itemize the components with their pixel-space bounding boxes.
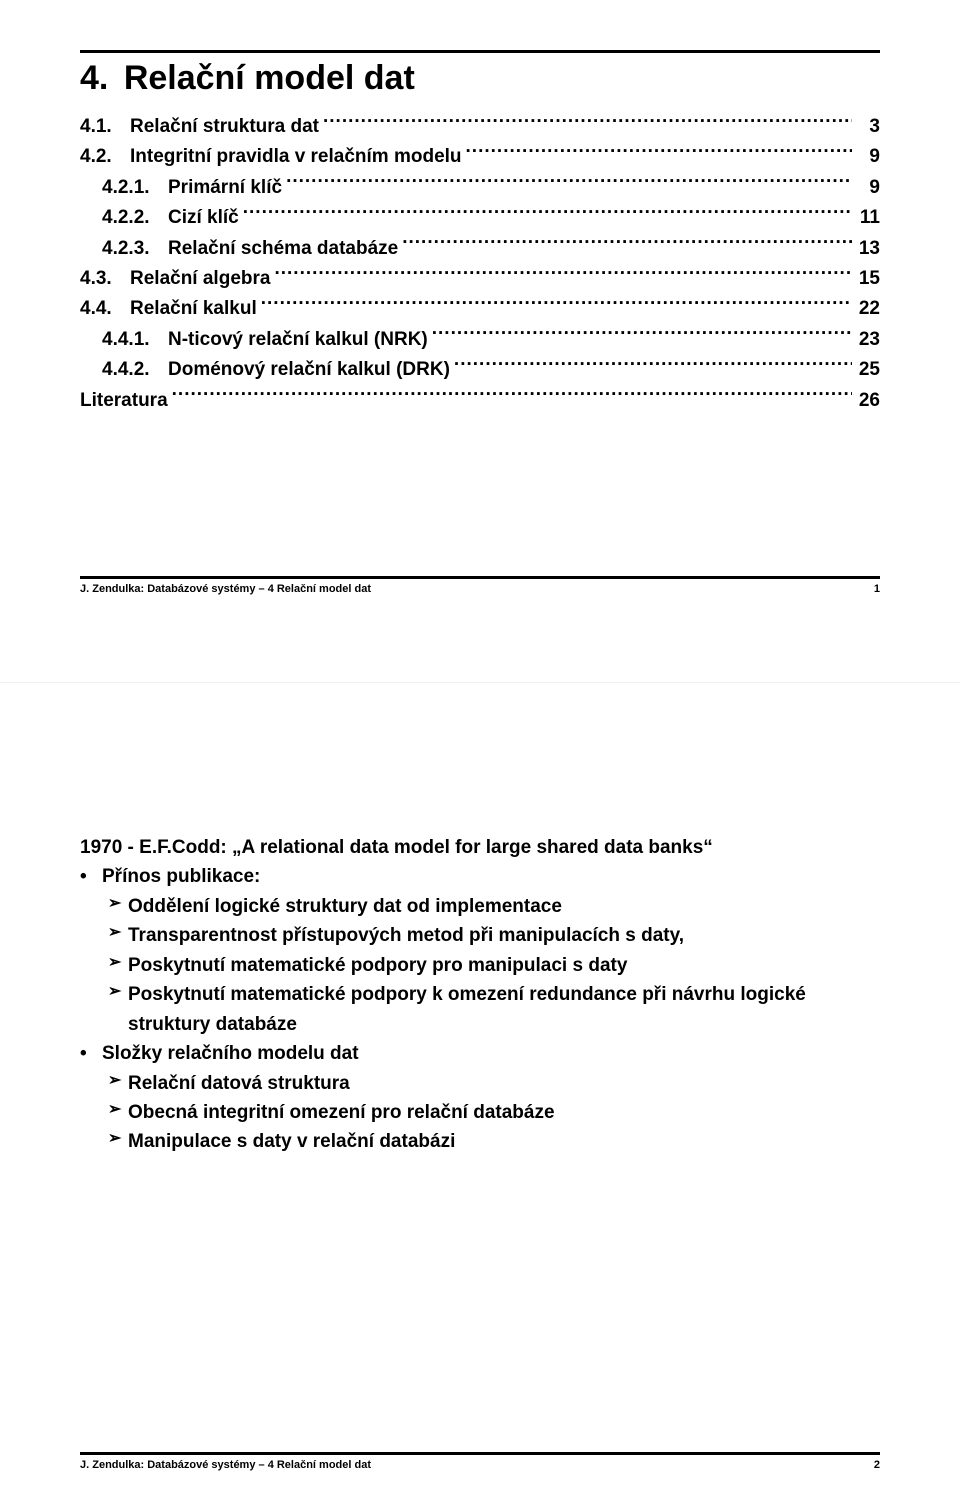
toc-entry-text: Relační kalkul	[130, 294, 257, 324]
arrow-icon: ➢	[108, 980, 128, 1039]
toc-entry-text: Relační algebra	[130, 264, 270, 294]
toc-leader-dots	[274, 265, 852, 284]
sub-bullet-item: ➢Manipulace s daty v relační databázi	[80, 1127, 880, 1156]
page-2: 1970 - E.F.Codd: „A relational data mode…	[0, 683, 960, 1501]
toc-entry-text: Relační schéma databáze	[168, 234, 398, 264]
toc-entry: 4.3. Relační algebra 15	[80, 264, 880, 294]
sub-bullet-item: ➢Poskytnutí matematické podpory pro mani…	[80, 951, 880, 980]
arrow-icon: ➢	[108, 1069, 128, 1098]
arrow-icon: ➢	[108, 951, 128, 980]
toc-entry-page: 23	[856, 325, 880, 355]
toc-entry: 4.4. Relační kalkul 22	[80, 294, 880, 324]
toc-entry-page: 9	[856, 142, 880, 172]
footer-text: J. Zendulka: Databázové systémy – 4 Rela…	[80, 583, 371, 595]
toc-entry-text: Cizí klíč	[168, 203, 239, 233]
toc-leader-dots	[261, 295, 852, 314]
toc-leader-dots	[286, 174, 852, 193]
sub-bullet-text: Relační datová struktura	[128, 1069, 880, 1098]
toc-entry-text: Integritní pravidla v relačním modelu	[130, 142, 462, 172]
sub-bullet-item: ➢Obecná integritní omezení pro relační d…	[80, 1098, 880, 1127]
bullet-list: •Přínos publikace:➢Oddělení logické stru…	[80, 862, 880, 1156]
top-rule	[80, 50, 880, 53]
toc-entry-number: 4.2.1.	[102, 173, 158, 203]
toc-entry-number: 4.2.2.	[102, 203, 158, 233]
toc-entry-page: 22	[856, 294, 880, 324]
bullet-text: Složky relačního modelu dat	[102, 1039, 359, 1068]
sub-bullet-text: Oddělení logické struktury dat od implem…	[128, 892, 880, 921]
toc-entry-page: 26	[856, 386, 880, 416]
toc-leader-dots	[243, 204, 852, 223]
toc-entry-number: 4.4.	[80, 294, 120, 324]
toc-entry-number: 4.1.	[80, 112, 120, 142]
toc-entry-text: Relační struktura dat	[130, 112, 319, 142]
toc-entry-number: 4.3.	[80, 264, 120, 294]
arrow-icon: ➢	[108, 1127, 128, 1156]
toc-entry: 4.4.2. Doménový relační kalkul (DRK) 25	[80, 355, 880, 385]
toc-entry-number: 4.4.2.	[102, 355, 158, 385]
toc-leader-dots	[432, 326, 852, 345]
toc-entry-page: 13	[856, 234, 880, 264]
toc-leader-dots	[172, 387, 852, 406]
bullet-item: •Přínos publikace:	[80, 862, 880, 891]
chapter-number: 4.	[80, 59, 108, 98]
sub-bullet-text: Obecná integritní omezení pro relační da…	[128, 1098, 880, 1127]
bullet-item: •Složky relačního modelu dat	[80, 1039, 880, 1068]
sub-bullet-text: Transparentnost přístupových metod při m…	[128, 921, 880, 950]
toc-entry-text: N-ticový relační kalkul (NRK)	[168, 325, 428, 355]
toc-entry: 4.2.3. Relační schéma databáze 13	[80, 234, 880, 264]
toc-entry-page: 3	[856, 112, 880, 142]
headline: 1970 - E.F.Codd: „A relational data mode…	[80, 833, 880, 862]
footer-page-number: 1	[874, 583, 880, 595]
toc-entry-page: 9	[856, 173, 880, 203]
toc-leader-dots	[466, 143, 852, 162]
sub-bullet-item: ➢Poskytnutí matematické podpory k omezen…	[80, 980, 880, 1039]
arrow-icon: ➢	[108, 921, 128, 950]
chapter-title-text: Relační model dat	[124, 59, 415, 97]
arrow-icon: ➢	[108, 892, 128, 921]
page-footer: J. Zendulka: Databázové systémy – 4 Rela…	[80, 579, 880, 595]
sub-bullet-item: ➢Oddělení logické struktury dat od imple…	[80, 892, 880, 921]
toc-leader-dots	[454, 356, 852, 375]
toc-entry-page: 11	[856, 203, 880, 233]
toc-entry-text: Primární klíč	[168, 173, 282, 203]
toc-entry: 4.2.1. Primární klíč 9	[80, 173, 880, 203]
bullet-icon: •	[80, 862, 102, 891]
bullet-text: Přínos publikace:	[102, 862, 260, 891]
toc-entry-page: 15	[856, 264, 880, 294]
toc-entry-number: 4.4.1.	[102, 325, 158, 355]
toc-entry-text: Doménový relační kalkul (DRK)	[168, 355, 450, 385]
toc-entry-text: Literatura	[80, 386, 168, 416]
page-1: 4. Relační model dat 4.1. Relační struktu…	[0, 0, 960, 683]
toc-entry: 4.2.2. Cizí klíč 11	[80, 203, 880, 233]
toc-entry-number: 4.2.3.	[102, 234, 158, 264]
chapter-title: 4. Relační model dat	[80, 59, 880, 98]
toc-entry: 4.2. Integritní pravidla v relačním model…	[80, 142, 880, 172]
page-2-body: 1970 - E.F.Codd: „A relational data mode…	[80, 733, 880, 1157]
sub-bullet-text: Poskytnutí matematické podpory k omezení…	[128, 980, 880, 1039]
sub-bullet-item: ➢Relační datová struktura	[80, 1069, 880, 1098]
table-of-contents: 4.1. Relační struktura dat 3 4.2. Integritní…	[80, 112, 880, 416]
toc-entry-page: 25	[856, 355, 880, 385]
footer-text: J. Zendulka: Databázové systémy – 4 Rela…	[80, 1459, 371, 1471]
toc-entry: 4.4.1. N-ticový relační kalkul (NRK) 23	[80, 325, 880, 355]
sub-bullet-item: ➢Transparentnost přístupových metod při …	[80, 921, 880, 950]
toc-leader-dots	[402, 235, 852, 254]
arrow-icon: ➢	[108, 1098, 128, 1127]
bullet-icon: •	[80, 1039, 102, 1068]
footer-page-number: 2	[874, 1459, 880, 1471]
toc-entry-number: 4.2.	[80, 142, 120, 172]
toc-entry: 4.1. Relační struktura dat 3	[80, 112, 880, 142]
toc-leader-dots	[323, 113, 852, 132]
toc-entry: Literatura 26	[80, 386, 880, 416]
sub-bullet-text: Manipulace s daty v relační databázi	[128, 1127, 880, 1156]
page-footer: J. Zendulka: Databázové systémy – 4 Rela…	[80, 1455, 880, 1471]
sub-bullet-text: Poskytnutí matematické podpory pro manip…	[128, 951, 880, 980]
